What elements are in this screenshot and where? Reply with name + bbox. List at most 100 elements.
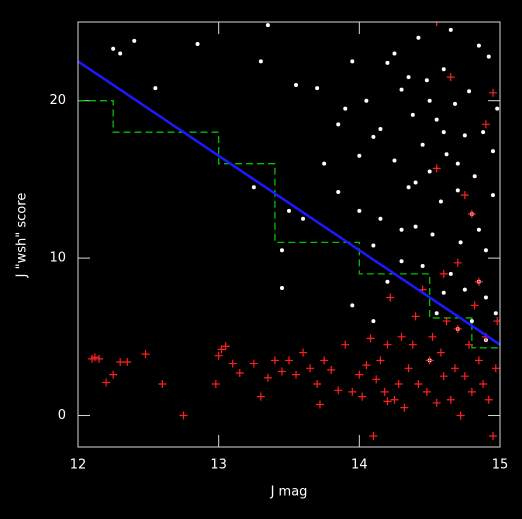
marker (313, 380, 322, 389)
marker (285, 356, 293, 365)
marker (439, 372, 448, 381)
marker (490, 149, 495, 154)
marker (279, 248, 284, 253)
marker (315, 86, 320, 91)
marker (470, 301, 479, 310)
marker (413, 180, 418, 185)
marker (406, 75, 411, 80)
marker (399, 227, 404, 232)
marker (483, 295, 488, 300)
marker (336, 122, 341, 127)
marker (123, 358, 132, 366)
marker (452, 101, 457, 106)
marker (474, 356, 483, 365)
marker (432, 164, 441, 173)
marker (90, 353, 99, 362)
marker (486, 54, 491, 59)
marker (441, 130, 446, 135)
marker (350, 303, 355, 308)
x-axis-label: J mag (270, 485, 308, 500)
marker (322, 161, 327, 166)
marker (448, 27, 453, 32)
marker (383, 340, 392, 349)
marker (265, 23, 270, 28)
marker (441, 67, 446, 72)
marker (462, 287, 467, 292)
marker (399, 87, 404, 92)
marker (472, 174, 477, 179)
marker (392, 51, 397, 56)
marker (490, 193, 495, 198)
marker (195, 42, 200, 47)
marker (366, 334, 375, 343)
marker (348, 387, 357, 396)
marker (118, 51, 123, 56)
marker (434, 117, 439, 122)
marker (430, 232, 435, 237)
marker (228, 359, 237, 368)
marker (364, 98, 369, 103)
marker (442, 317, 451, 326)
marker (249, 359, 258, 368)
marker (350, 59, 355, 64)
marker (383, 397, 392, 406)
marker (111, 46, 116, 51)
marker (95, 354, 104, 363)
marker (372, 375, 381, 384)
marker (491, 364, 500, 373)
x-tick-label: 14 (351, 458, 368, 473)
marker (315, 400, 324, 409)
marker (358, 392, 367, 401)
marker (158, 380, 167, 389)
marker (306, 364, 315, 373)
marker (438, 199, 443, 204)
marker (406, 185, 411, 190)
marker (416, 35, 421, 40)
marker (428, 332, 437, 341)
x-tick-label: 15 (492, 458, 509, 473)
line (78, 60, 500, 346)
marker (436, 348, 445, 357)
marker (425, 356, 434, 365)
marker (386, 293, 395, 302)
marker (432, 398, 441, 407)
marker (493, 311, 498, 316)
marker (413, 224, 418, 229)
marker (343, 106, 348, 111)
marker (301, 216, 306, 221)
marker (420, 263, 425, 268)
marker (400, 403, 409, 412)
marker (439, 269, 448, 278)
marker (448, 271, 453, 276)
marker (221, 342, 230, 351)
marker (422, 387, 431, 396)
marker (455, 161, 460, 166)
marker (460, 191, 469, 200)
marker (495, 106, 500, 111)
y-axis-label: J "wsh" score (15, 193, 30, 279)
marker (378, 216, 383, 221)
x-tick-label: 12 (70, 458, 87, 473)
marker (256, 392, 265, 401)
marker (458, 240, 463, 245)
marker (102, 378, 111, 387)
marker (414, 380, 423, 389)
marker (488, 88, 497, 97)
marker (341, 340, 350, 349)
marker (483, 248, 488, 253)
y-tick-label: 20 (49, 93, 66, 108)
marker (467, 89, 472, 94)
marker (453, 324, 462, 333)
y-tick-label: 0 (58, 408, 66, 423)
marker (467, 210, 476, 219)
marker (397, 332, 406, 341)
marker (369, 431, 378, 440)
marker (371, 243, 376, 248)
marker (299, 348, 308, 357)
marker (446, 73, 455, 82)
marker (362, 361, 371, 370)
marker (385, 60, 390, 65)
marker (258, 59, 263, 64)
